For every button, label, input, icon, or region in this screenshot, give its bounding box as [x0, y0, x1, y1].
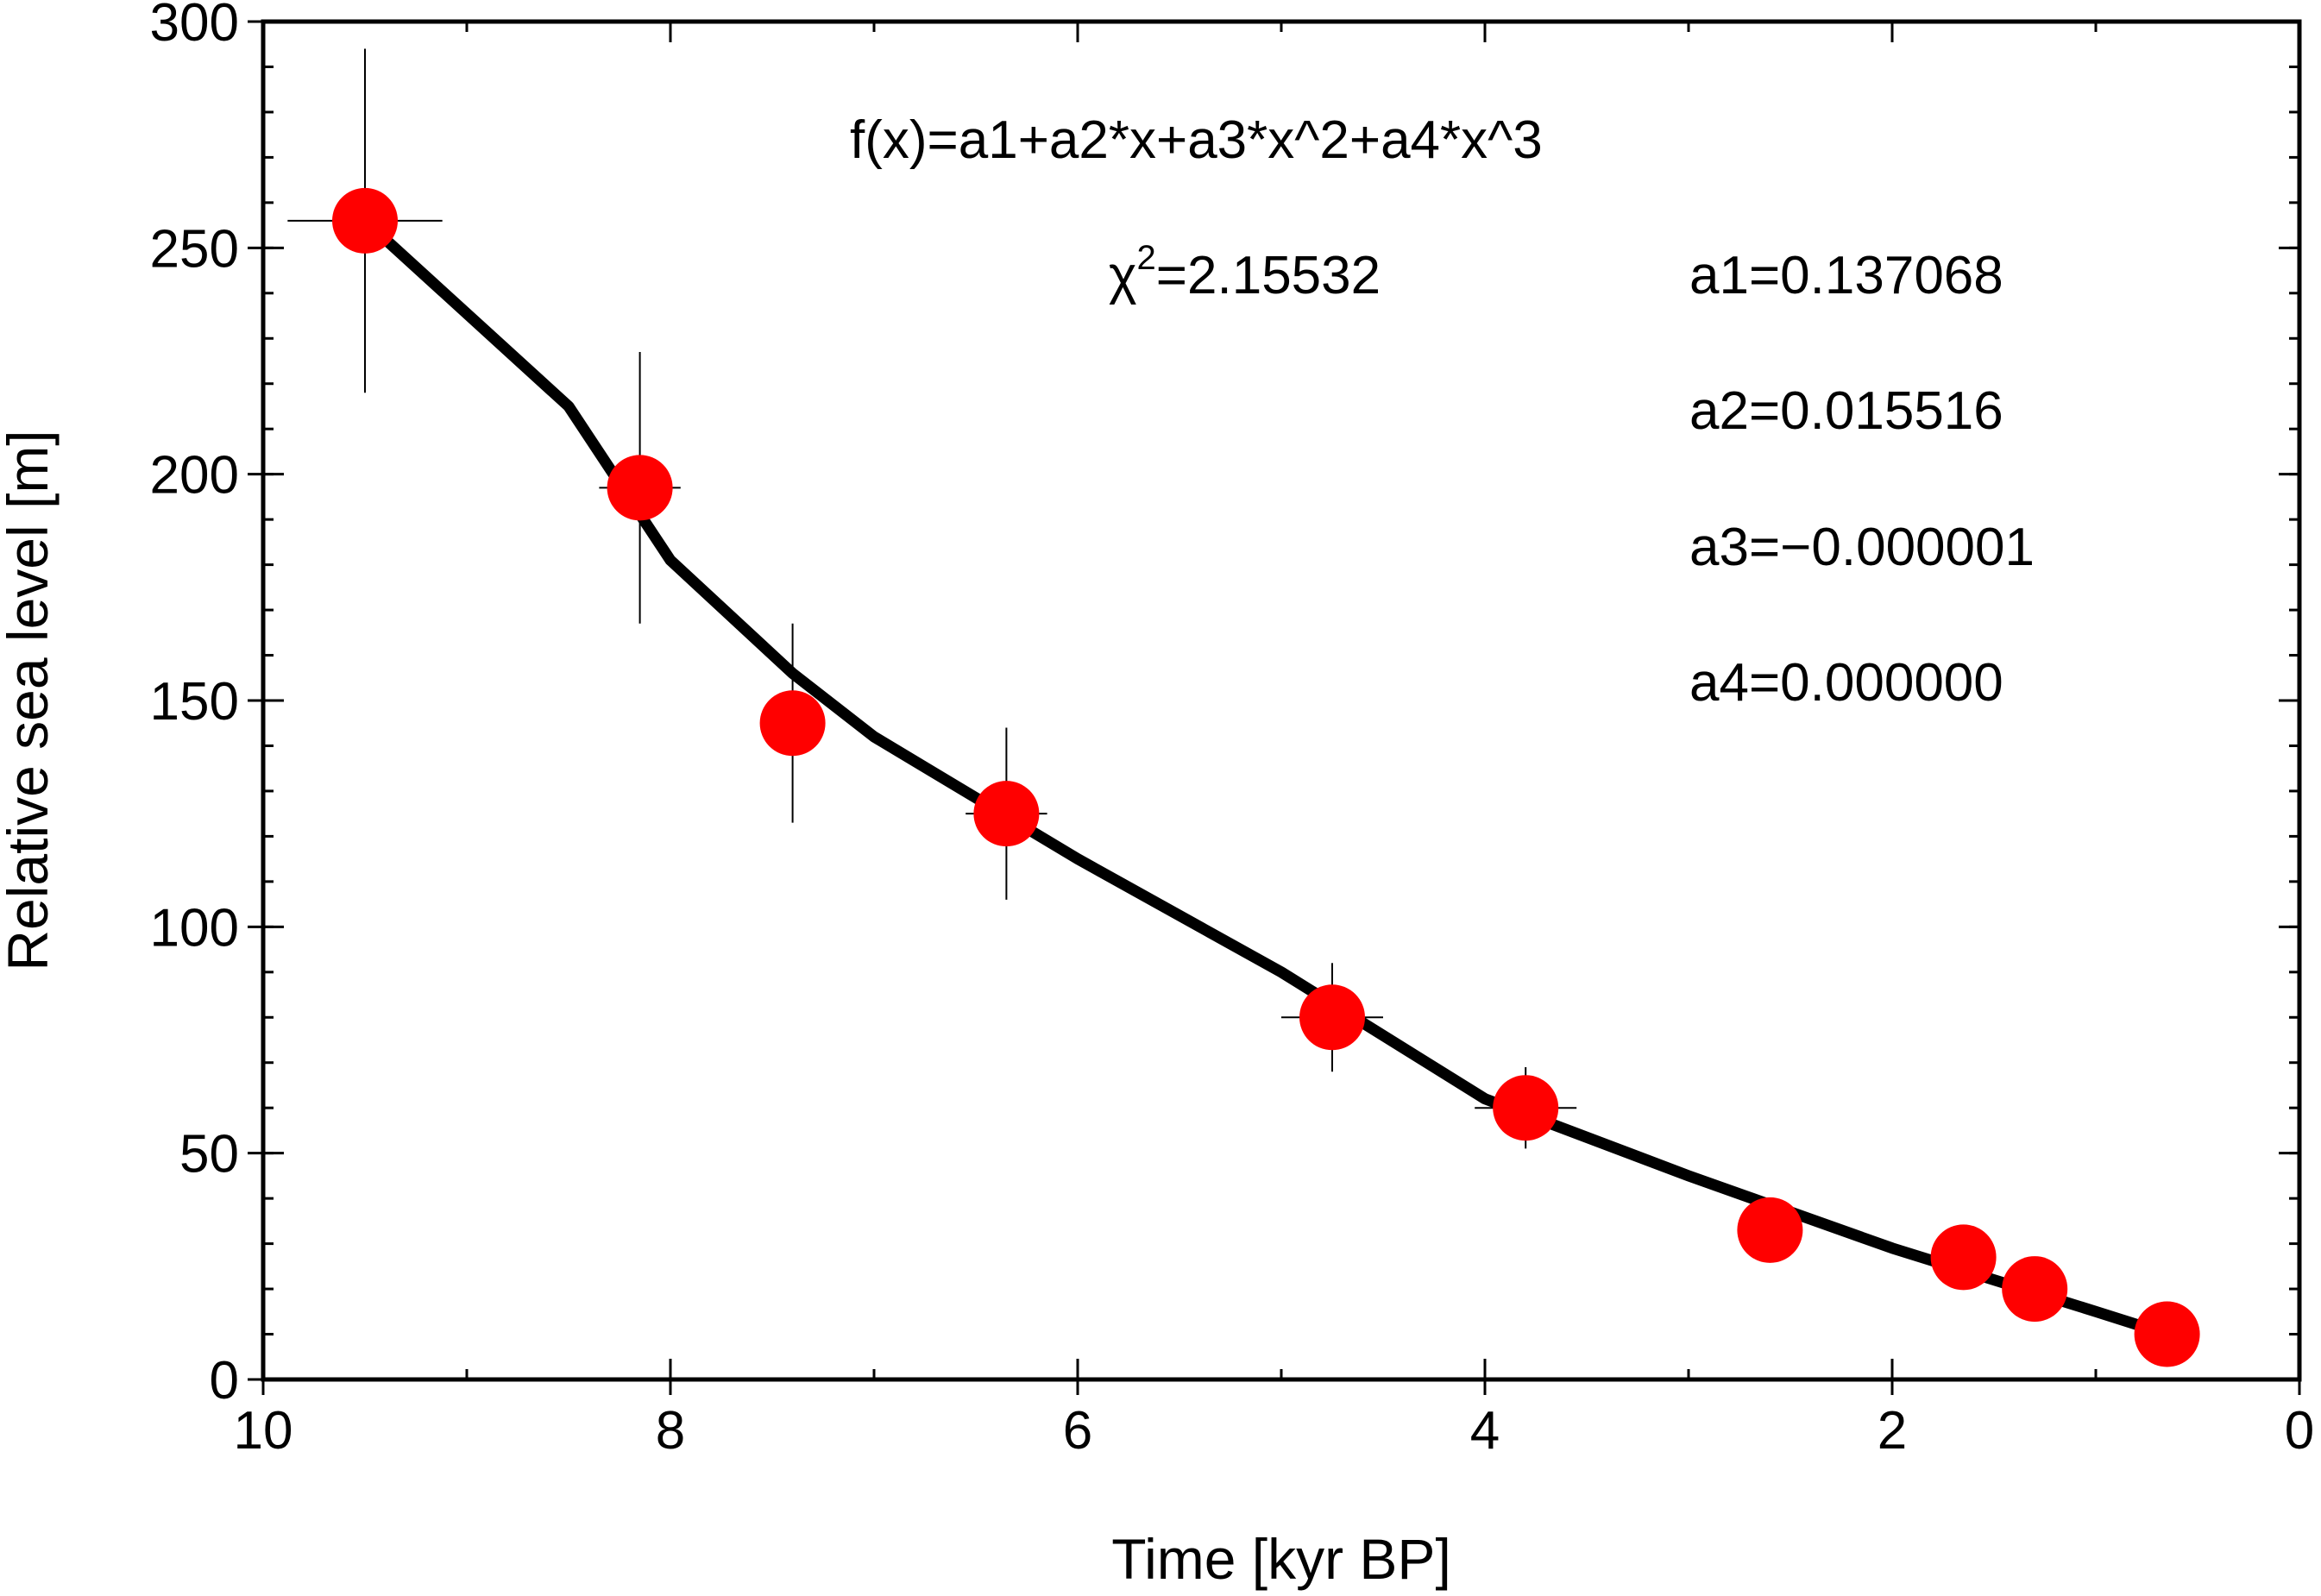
x-tick-label: 4	[1470, 1401, 1500, 1461]
y-tick-label: 150	[150, 672, 239, 732]
data-point	[759, 690, 826, 757]
chi-square: χ2=2.15532	[1109, 239, 1381, 305]
data-point	[973, 781, 1040, 847]
param-a2: a2=0.015516	[1689, 381, 2003, 441]
data-point	[1737, 1197, 1803, 1263]
chi-symbol: χ	[1109, 246, 1137, 305]
data-point	[332, 187, 398, 254]
fit-curve	[359, 215, 2173, 1340]
y-tick-label: 100	[150, 898, 239, 958]
data-point	[2134, 1301, 2200, 1367]
x-tick-label: 6	[1063, 1401, 1092, 1461]
data-point	[1299, 984, 1365, 1051]
data-markers	[332, 187, 2200, 1367]
fit-formula: f(x)=a1+a2*x+a3*x^2+a4*x^3	[850, 110, 1543, 170]
data-point	[1493, 1075, 1559, 1141]
y-tick-label: 250	[150, 219, 239, 279]
param-a3: a3=−0.000001	[1689, 518, 2035, 577]
y-tick-label: 50	[179, 1125, 239, 1184]
chi-value: =2.15532	[1156, 246, 1381, 305]
param-a1: a1=0.137068	[1689, 246, 2003, 305]
x-tick-label: 10	[234, 1401, 293, 1461]
y-tick-label: 200	[150, 446, 239, 506]
plot-frame	[261, 19, 2302, 1382]
chi-exponent: 2	[1137, 239, 1156, 277]
y-tick-label: 300	[150, 0, 239, 53]
data-point	[1930, 1224, 1997, 1291]
data-point	[607, 455, 673, 521]
param-a4: a4=0.000000	[1689, 653, 2003, 713]
data-point	[2002, 1256, 2068, 1323]
y-tick-label: 0	[210, 1351, 239, 1411]
x-axis-label: Time [kyr BP]	[1111, 1527, 1451, 1591]
x-tick-label: 8	[656, 1401, 685, 1461]
y-axis-label: Relative sea level [m]	[0, 430, 60, 971]
x-tick-label: 0	[2285, 1401, 2314, 1461]
x-tick-label: 2	[1878, 1401, 1907, 1461]
